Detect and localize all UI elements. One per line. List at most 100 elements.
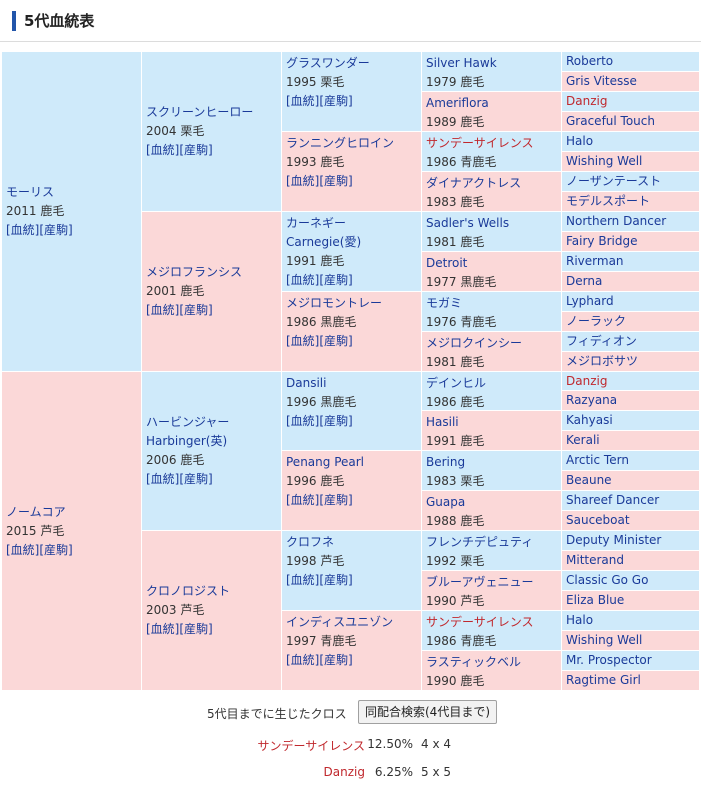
horse-birth-color: 1986 黒鹿毛: [286, 315, 357, 329]
breeding-link[interactable]: [産駒]: [319, 414, 353, 428]
breeding-link[interactable]: [産駒]: [179, 622, 213, 636]
cross-horse-link[interactable]: Danzig: [323, 765, 365, 779]
pedigree-link[interactable]: [血統]: [286, 94, 320, 108]
breeding-link[interactable]: [産駒]: [319, 573, 353, 587]
pedigree-link[interactable]: [血統]: [146, 303, 180, 317]
horse-birth-color: 1986 鹿毛: [426, 395, 485, 409]
pedigree-link[interactable]: [血統]: [146, 622, 180, 636]
horse-name-en-link[interactable]: Carnegie(愛): [286, 235, 362, 249]
horse-name-link[interactable]: ラスティックベル: [426, 655, 522, 669]
pedigree-link[interactable]: [血統]: [286, 653, 320, 667]
breeding-link[interactable]: [産駒]: [179, 472, 213, 486]
breeding-link[interactable]: [産駒]: [39, 542, 73, 557]
horse-name-link[interactable]: Graceful Touch: [566, 114, 655, 128]
horse-name-link[interactable]: Wishing Well: [566, 154, 643, 168]
horse-name-link[interactable]: モーリス: [6, 185, 55, 199]
horse-name-link[interactable]: Mr. Prospector: [566, 653, 652, 667]
pedigree-link[interactable]: [血統]: [286, 573, 320, 587]
horse-name-link[interactable]: ダイナアクトレス: [426, 176, 522, 190]
horse-name-link[interactable]: Wishing Well: [566, 633, 643, 647]
horse-name-link[interactable]: クロノロジスト: [146, 584, 231, 598]
horse-name-link[interactable]: Derna: [566, 274, 603, 288]
pedigree-table: モーリス 2011 鹿毛 [血統][産駒] ノームコア 2015 芦毛 [血統][産駒] ス…: [2, 52, 700, 691]
horse-name-link[interactable]: Sauceboat: [566, 513, 630, 527]
breeding-link[interactable]: [産駒]: [319, 94, 353, 108]
breeding-link[interactable]: [産駒]: [319, 334, 353, 348]
horse-name-link[interactable]: Guapa: [426, 495, 466, 509]
pedigree-link[interactable]: [血統]: [286, 174, 320, 188]
horse-name-link[interactable]: スクリーンヒーロー: [146, 105, 254, 119]
horse-name-link[interactable]: ブルーアヴェニュー: [426, 575, 534, 589]
horse-name-link[interactable]: Bering: [426, 455, 466, 469]
horse-name-link[interactable]: Danzig: [566, 94, 608, 108]
pedigree-cell-gen5: Fairy Bridge: [562, 232, 700, 252]
horse-name-link[interactable]: メジロボサツ: [566, 354, 639, 368]
pedigree-link[interactable]: [血統]: [6, 223, 40, 237]
horse-name-link[interactable]: フィディオン: [566, 334, 637, 348]
horse-name-link[interactable]: メジロクインシー: [426, 336, 523, 350]
horse-name-link[interactable]: サンデーサイレンス: [426, 615, 534, 629]
horse-name-link[interactable]: デインヒル: [426, 376, 487, 390]
pedigree-link[interactable]: [血統]: [146, 143, 180, 157]
horse-name-link[interactable]: メジロモントレー: [286, 296, 383, 310]
pedigree-link[interactable]: [血統]: [146, 472, 180, 486]
horse-name-link[interactable]: ノームコア: [6, 504, 66, 519]
horse-name-link[interactable]: ノーラック: [566, 314, 627, 328]
horse-name-link[interactable]: Northern Dancer: [566, 214, 667, 228]
horse-name-link[interactable]: Beaune: [566, 473, 612, 487]
breeding-link[interactable]: [産駒]: [319, 174, 353, 188]
horse-name-link[interactable]: Penang Pearl: [286, 455, 364, 469]
horse-name-link[interactable]: Sadler's Wells: [426, 216, 510, 230]
horse-name-link[interactable]: Lyphard: [566, 294, 614, 308]
horse-name-link[interactable]: Halo: [566, 613, 594, 627]
horse-name-link[interactable]: Mitterand: [566, 553, 624, 567]
horse-name-link[interactable]: Arctic Tern: [566, 453, 629, 467]
horse-name-link[interactable]: サンデーサイレンス: [426, 136, 534, 150]
horse-name-link[interactable]: メジロフランシス: [146, 265, 243, 279]
cross-horse-link[interactable]: サンデーサイレンス: [257, 739, 365, 753]
horse-name-link[interactable]: インディスユニゾン: [286, 615, 394, 629]
same-cross-search-button[interactable]: 同配合検索(4代目まで): [358, 700, 497, 724]
horse-name-link[interactable]: グラスワンダー: [286, 56, 370, 70]
pedigree-link[interactable]: [血統]: [286, 493, 320, 507]
horse-name-link[interactable]: Riverman: [566, 254, 624, 268]
pedigree-link[interactable]: [血統]: [286, 273, 320, 287]
breeding-link[interactable]: [産駒]: [319, 493, 353, 507]
pedigree-link[interactable]: [血統]: [286, 334, 320, 348]
horse-name-link[interactable]: Ragtime Girl: [566, 673, 641, 687]
horse-name-link[interactable]: ハービンジャー: [146, 415, 230, 429]
horse-name-link[interactable]: フレンチデピュティ: [426, 535, 534, 549]
horse-name-link[interactable]: Halo: [566, 134, 594, 148]
horse-name-link[interactable]: モデルスポート: [566, 194, 651, 208]
breeding-link[interactable]: [産駒]: [39, 223, 73, 237]
breeding-link[interactable]: [産駒]: [179, 143, 213, 157]
pedigree-link[interactable]: [血統]: [6, 542, 40, 557]
horse-name-link[interactable]: Deputy Minister: [566, 533, 662, 547]
horse-name-link[interactable]: Gris Vitesse: [566, 74, 637, 88]
horse-name-link[interactable]: Kerali: [566, 433, 600, 447]
horse-links: [血統][産駒]: [286, 412, 417, 431]
horse-name-link[interactable]: Shareef Dancer: [566, 493, 660, 507]
horse-name-link[interactable]: Classic Go Go: [566, 573, 649, 587]
horse-name-link[interactable]: ノーザンテースト: [566, 174, 662, 188]
horse-name-link[interactable]: Danzig: [566, 374, 608, 388]
horse-name-link[interactable]: カーネギー: [286, 216, 347, 230]
horse-name-link[interactable]: Roberto: [566, 54, 614, 68]
horse-name-link[interactable]: モガミ: [426, 296, 463, 310]
breeding-link[interactable]: [産駒]: [319, 273, 353, 287]
horse-name-link[interactable]: Ameriflora: [426, 96, 489, 110]
horse-name-link[interactable]: Silver Hawk: [426, 56, 497, 70]
horse-name-link[interactable]: Hasili: [426, 415, 459, 429]
breeding-link[interactable]: [産駒]: [319, 653, 353, 667]
breeding-link[interactable]: [産駒]: [179, 303, 213, 317]
horse-name-link[interactable]: Razyana: [566, 393, 618, 407]
horse-name-link[interactable]: Kahyasi: [566, 413, 613, 427]
horse-name-en-link[interactable]: Harbinger(英): [146, 434, 228, 448]
horse-name-link[interactable]: Fairy Bridge: [566, 234, 638, 248]
horse-name-link[interactable]: ランニングヒロイン: [286, 136, 395, 150]
horse-name-link[interactable]: Detroit: [426, 256, 468, 270]
horse-name-link[interactable]: Eliza Blue: [566, 593, 625, 607]
horse-name-link[interactable]: クロフネ: [286, 535, 335, 549]
pedigree-link[interactable]: [血統]: [286, 414, 320, 428]
horse-name-link[interactable]: Dansili: [286, 376, 327, 390]
